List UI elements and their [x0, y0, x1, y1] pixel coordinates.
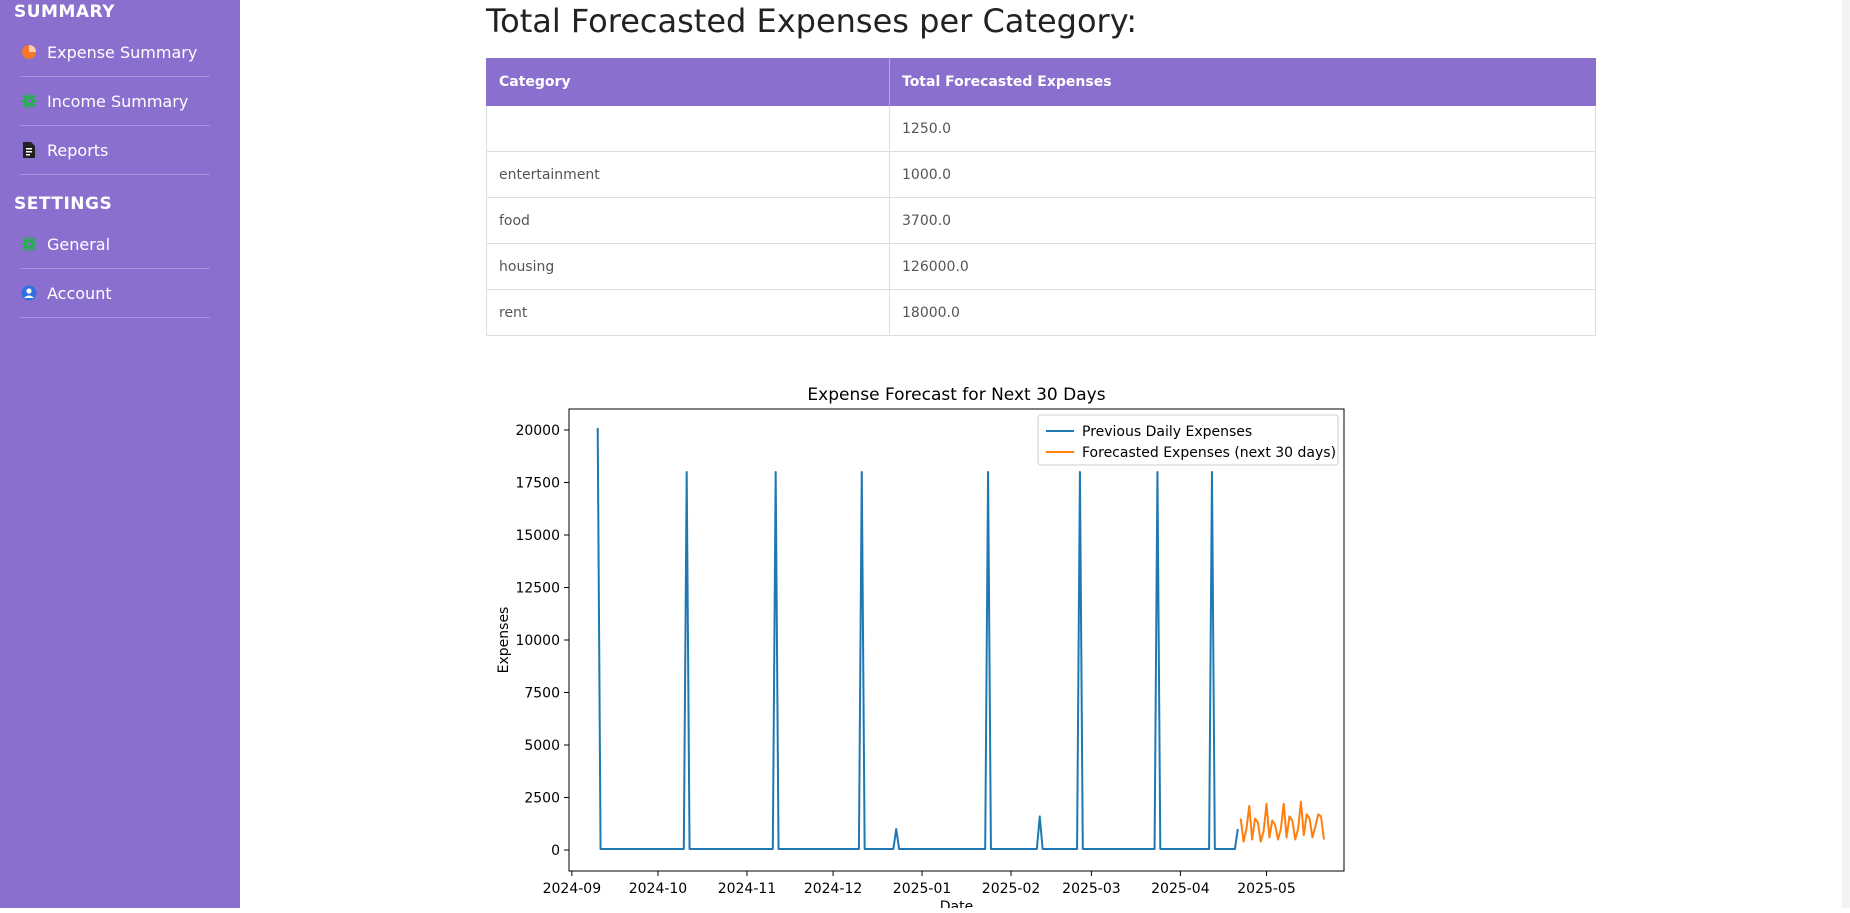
x-tick-label: 2025-02: [982, 881, 1041, 897]
x-tick-label: 2024-09: [543, 881, 602, 897]
y-tick-label: 12500: [515, 581, 560, 597]
sidebar-section-title: SUMMARY: [14, 2, 116, 22]
sidebar-section-title: SETTINGS: [14, 194, 113, 214]
table-row: food 3700.0: [486, 197, 1596, 244]
column-header-category[interactable]: Category: [486, 58, 890, 106]
expense-forecast-chart: Expense Forecast for Next 30 Days 0 2500 50…: [480, 380, 1360, 913]
y-tick-label: 5000: [524, 738, 560, 754]
x-tick-label: 2025-01: [893, 881, 952, 897]
category-cell: [486, 105, 890, 152]
table-row: housing 126000.0: [486, 243, 1596, 290]
x-tick-label: 2025-04: [1151, 881, 1210, 897]
sidebar-item-label: Reports: [47, 140, 109, 160]
y-tick-label: 20000: [515, 423, 560, 439]
table-row: 1250.0: [486, 105, 1596, 152]
total-cell: 3700.0: [889, 197, 1596, 244]
series-line-1: [1239, 800, 1325, 843]
x-tick-label: 2025-05: [1237, 881, 1296, 897]
y-tick-label: 15000: [515, 528, 560, 544]
user-circle-icon: [20, 284, 38, 302]
page-title: Total Forecasted Expenses per Category:: [486, 2, 1138, 40]
sidebar-item-label: General: [47, 234, 111, 254]
total-cell: 1250.0: [889, 105, 1596, 152]
x-tick-label: 2025-03: [1062, 881, 1121, 897]
x-tick-label: 2024-10: [629, 881, 688, 897]
sidebar: SUMMARY Expense Summary Income Summary Repo…: [0, 0, 240, 908]
y-tick-label: 7500: [524, 686, 560, 702]
category-cell: entertainment: [486, 151, 890, 198]
sidebar-item-label: Income Summary: [47, 91, 189, 111]
table-row: rent 18000.0: [486, 289, 1596, 336]
category-cell: housing: [486, 243, 890, 290]
gear-icon: [20, 235, 38, 253]
total-cell: 126000.0: [889, 243, 1596, 290]
x-axis-label: Date: [940, 899, 973, 908]
y-tick-label: 0: [551, 843, 560, 859]
x-tick-label: 2024-11: [718, 881, 777, 897]
legend-entry: Previous Daily Expenses: [1082, 424, 1252, 440]
chart-svg: Expense Forecast for Next 30 Days 0 2500 50…: [496, 385, 1345, 913]
sidebar-item-expense-summary[interactable]: Expense Summary: [20, 28, 210, 77]
total-cell: 1000.0: [889, 151, 1596, 198]
pie-chart-icon: [20, 43, 38, 61]
legend-entry: Forecasted Expenses (next 30 days): [1082, 445, 1336, 461]
sidebar-item-reports[interactable]: Reports: [20, 126, 210, 175]
category-cell: food: [486, 197, 890, 244]
chart-title: Expense Forecast for Next 30 Days: [807, 385, 1105, 405]
total-cell: 18000.0: [889, 289, 1596, 336]
sidebar-item-income-summary[interactable]: Income Summary: [20, 77, 210, 126]
y-tick-label: 2500: [524, 791, 560, 807]
y-axis-label: Expenses: [496, 607, 512, 674]
sidebar-item-label: Account: [47, 283, 112, 303]
column-header-total[interactable]: Total Forecasted Expenses: [889, 58, 1596, 106]
y-tick-label: 10000: [515, 633, 560, 649]
table-header-row: Category Total Forecasted Expenses: [486, 58, 1596, 106]
sidebar-item-label: Expense Summary: [47, 42, 198, 62]
category-table: Category Total Forecasted Expenses 1250.…: [486, 58, 1596, 336]
legend-box: [1037, 414, 1339, 466]
category-cell: rent: [486, 289, 890, 336]
gear-icon: [20, 92, 38, 110]
y-tick-label: 17500: [515, 476, 560, 492]
table-row: entertainment 1000.0: [486, 151, 1596, 198]
scrollbar-track[interactable]: [1842, 0, 1850, 908]
series-line-0: [596, 427, 1239, 850]
document-icon: [20, 141, 38, 159]
x-tick-label: 2024-12: [804, 881, 863, 897]
sidebar-item-account[interactable]: Account: [20, 269, 210, 318]
sidebar-item-general[interactable]: General: [20, 220, 210, 269]
